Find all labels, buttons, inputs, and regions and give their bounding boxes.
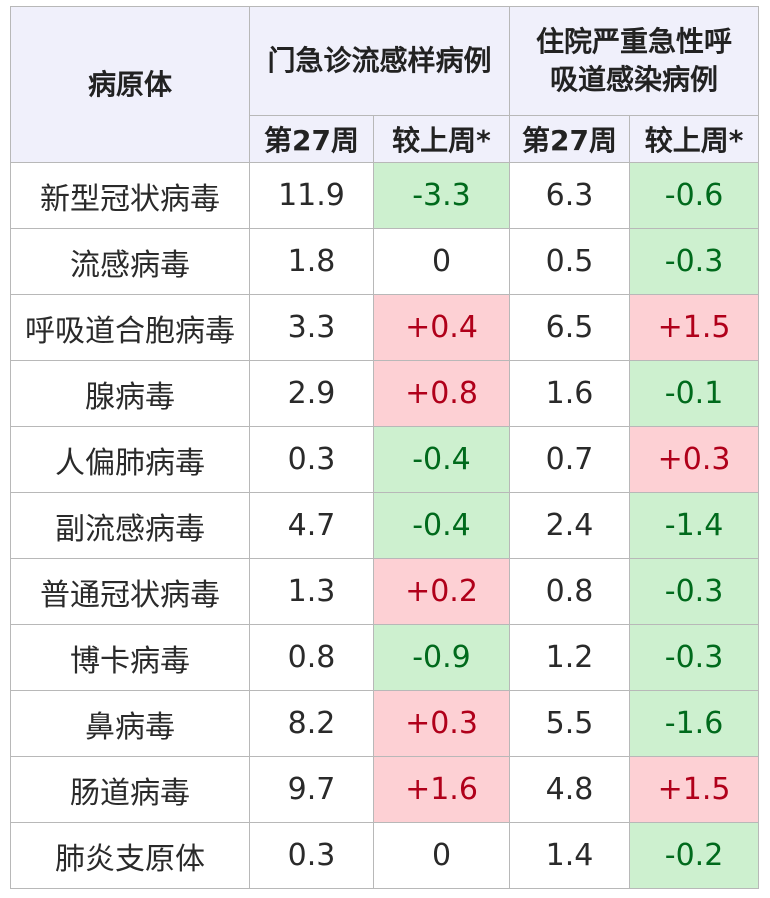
table-row: 腺病毒 2.9 +0.8 1.6 -0.1 — [10, 360, 760, 427]
inpatient-change-value: -0.2 — [629, 822, 760, 889]
header-ip-week: 第27周 — [509, 115, 631, 163]
outpatient-change-value: -0.9 — [372, 624, 511, 691]
pathogen-name: 博卡病毒 — [10, 624, 250, 691]
inpatient-week-value: 6.3 — [509, 162, 631, 229]
outpatient-week-value: 0.3 — [249, 426, 374, 493]
outpatient-change-value: +0.4 — [372, 294, 511, 361]
pathogen-name: 新型冠状病毒 — [10, 162, 250, 229]
table-row: 副流感病毒 4.7 -0.4 2.4 -1.4 — [10, 492, 760, 559]
outpatient-change-value: 0 — [372, 228, 511, 295]
inpatient-change-value: -1.4 — [629, 492, 760, 559]
inpatient-week-value: 1.6 — [509, 360, 631, 427]
outpatient-week-value: 4.7 — [249, 492, 374, 559]
pathogen-name: 流感病毒 — [10, 228, 250, 295]
outpatient-week-value: 3.3 — [249, 294, 374, 361]
inpatient-week-value: 0.8 — [509, 558, 631, 625]
header-inpatient-sari-line1: 住院严重急性呼 — [536, 25, 733, 58]
pathogen-name: 人偏肺病毒 — [10, 426, 250, 493]
inpatient-week-value: 5.5 — [509, 690, 631, 757]
outpatient-week-value: 11.9 — [249, 162, 374, 229]
table-row: 鼻病毒 8.2 +0.3 5.5 -1.6 — [10, 690, 760, 757]
header-inpatient-sari: 住院严重急性呼 吸道感染病例 — [509, 6, 760, 116]
table-row: 博卡病毒 0.8 -0.9 1.2 -0.3 — [10, 624, 760, 691]
pathogen-name: 普通冠状病毒 — [10, 558, 250, 625]
pathogen-table: 病原体 门急诊流感样病例 住院严重急性呼 吸道感染病例 第27周 较上周* 第2… — [10, 6, 760, 889]
inpatient-week-value: 1.2 — [509, 624, 631, 691]
outpatient-change-value: -3.3 — [372, 162, 511, 229]
header-op-change: 较上周* — [372, 115, 511, 163]
outpatient-week-value: 1.8 — [249, 228, 374, 295]
inpatient-change-value: -1.6 — [629, 690, 760, 757]
pathogen-name: 呼吸道合胞病毒 — [10, 294, 250, 361]
outpatient-week-value: 0.8 — [249, 624, 374, 691]
inpatient-week-value: 6.5 — [509, 294, 631, 361]
outpatient-change-value: 0 — [372, 822, 511, 889]
inpatient-change-value: -0.3 — [629, 558, 760, 625]
header-inpatient-sari-line2: 吸道感染病例 — [550, 63, 719, 96]
outpatient-change-value: +0.3 — [372, 690, 511, 757]
inpatient-week-value: 0.5 — [509, 228, 631, 295]
header-pathogen: 病原体 — [10, 6, 250, 163]
pathogen-name: 腺病毒 — [10, 360, 250, 427]
inpatient-change-value: +1.5 — [629, 294, 760, 361]
table-row: 普通冠状病毒 1.3 +0.2 0.8 -0.3 — [10, 558, 760, 625]
inpatient-week-value: 4.8 — [509, 756, 631, 823]
table-row: 新型冠状病毒 11.9 -3.3 6.3 -0.6 — [10, 162, 760, 229]
pathogen-name: 鼻病毒 — [10, 690, 250, 757]
outpatient-change-value: +0.8 — [372, 360, 511, 427]
inpatient-change-value: -0.3 — [629, 228, 760, 295]
inpatient-change-value: +0.3 — [629, 426, 760, 493]
outpatient-change-value: +0.2 — [372, 558, 511, 625]
header-ip-change: 较上周* — [629, 115, 760, 163]
table-row: 肠道病毒 9.7 +1.6 4.8 +1.5 — [10, 756, 760, 823]
pathogen-name: 副流感病毒 — [10, 492, 250, 559]
table-row: 流感病毒 1.8 0 0.5 -0.3 — [10, 228, 760, 295]
outpatient-week-value: 0.3 — [249, 822, 374, 889]
table-row: 人偏肺病毒 0.3 -0.4 0.7 +0.3 — [10, 426, 760, 493]
header-op-week: 第27周 — [249, 115, 374, 163]
pathogen-name: 肺炎支原体 — [10, 822, 250, 889]
inpatient-change-value: -0.6 — [629, 162, 760, 229]
outpatient-week-value: 8.2 — [249, 690, 374, 757]
inpatient-week-value: 1.4 — [509, 822, 631, 889]
outpatient-change-value: -0.4 — [372, 492, 511, 559]
outpatient-week-value: 1.3 — [249, 558, 374, 625]
outpatient-change-value: -0.4 — [372, 426, 511, 493]
outpatient-week-value: 9.7 — [249, 756, 374, 823]
pathogen-name: 肠道病毒 — [10, 756, 250, 823]
inpatient-week-value: 2.4 — [509, 492, 631, 559]
table-row: 呼吸道合胞病毒 3.3 +0.4 6.5 +1.5 — [10, 294, 760, 361]
inpatient-week-value: 0.7 — [509, 426, 631, 493]
table-body: 新型冠状病毒 11.9 -3.3 6.3 -0.6 流感病毒 1.8 0 0.5 -0.3 呼吸道合… — [10, 162, 760, 889]
inpatient-change-value: +1.5 — [629, 756, 760, 823]
inpatient-change-value: -0.1 — [629, 360, 760, 427]
table-row: 肺炎支原体 0.3 0 1.4 -0.2 — [10, 822, 760, 889]
outpatient-week-value: 2.9 — [249, 360, 374, 427]
inpatient-change-value: -0.3 — [629, 624, 760, 691]
outpatient-change-value: +1.6 — [372, 756, 511, 823]
header-outpatient-ili: 门急诊流感样病例 — [248, 6, 511, 116]
